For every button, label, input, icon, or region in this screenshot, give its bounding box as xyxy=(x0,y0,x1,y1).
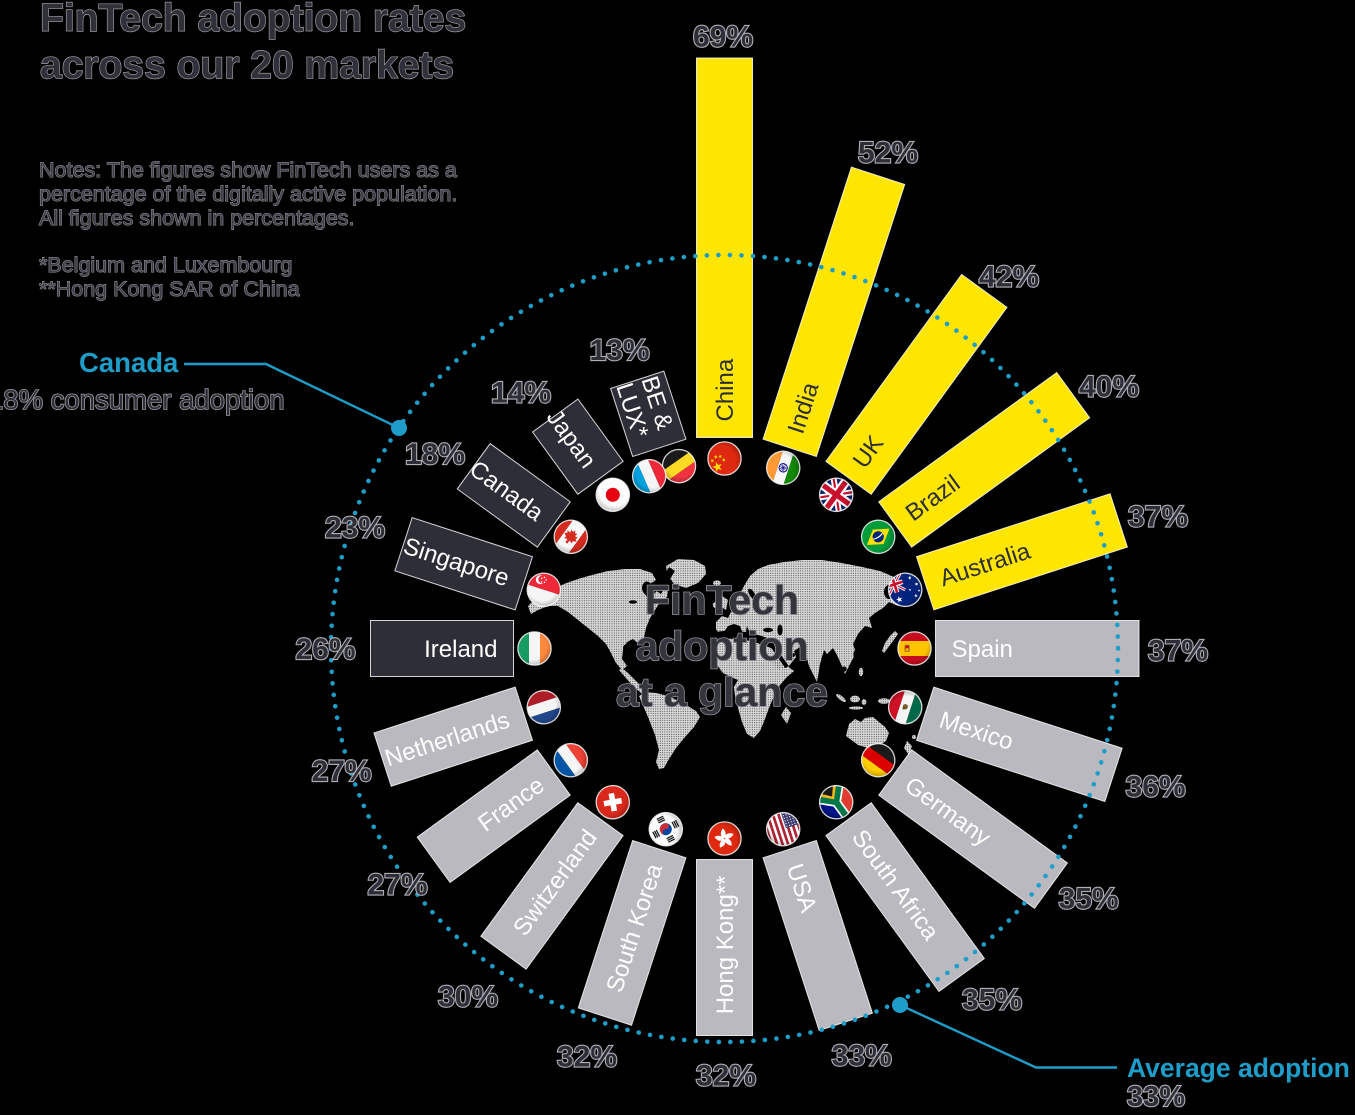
svg-text:32%: 32% xyxy=(696,1060,756,1093)
svg-text:*Belgium and Luxembourg: *Belgium and Luxembourg xyxy=(39,253,292,277)
svg-text:FinTech adoption rates: FinTech adoption rates xyxy=(40,0,466,40)
svg-text:Ireland: Ireland xyxy=(424,636,497,663)
svg-text:27%: 27% xyxy=(312,755,372,788)
svg-text:18% consumer adoption: 18% consumer adoption xyxy=(0,384,285,415)
svg-text:37%: 37% xyxy=(1128,501,1188,534)
svg-text:33%: 33% xyxy=(832,1040,892,1073)
svg-text:adoption: adoption xyxy=(635,623,808,669)
svg-text:69%: 69% xyxy=(693,21,753,54)
svg-text:35%: 35% xyxy=(1059,883,1119,916)
svg-text:14%: 14% xyxy=(491,377,551,410)
svg-text:at a glance: at a glance xyxy=(616,669,828,715)
svg-text:27%: 27% xyxy=(367,869,427,902)
svg-text:33%: 33% xyxy=(1127,1081,1185,1110)
svg-text:Canada: Canada xyxy=(79,347,179,378)
svg-text:37%: 37% xyxy=(1148,635,1208,668)
svg-text:**Hong Kong SAR of China: **Hong Kong SAR of China xyxy=(39,277,300,301)
svg-text:42%: 42% xyxy=(979,261,1039,294)
svg-text:Spain: Spain xyxy=(952,636,1013,663)
svg-text:26%: 26% xyxy=(295,633,355,666)
svg-text:China: China xyxy=(712,358,739,421)
svg-text:Hong Kong**: Hong Kong** xyxy=(712,876,739,1015)
svg-text:52%: 52% xyxy=(858,137,918,170)
svg-text:Notes: The figures show FinTec: Notes: The figures show FinTech users as… xyxy=(39,158,457,182)
svg-text:across our 20 markets: across our 20 markets xyxy=(40,44,454,87)
svg-text:FinTech: FinTech xyxy=(645,577,799,623)
svg-text:35%: 35% xyxy=(962,984,1022,1017)
svg-text:32%: 32% xyxy=(557,1041,617,1074)
svg-text:36%: 36% xyxy=(1126,771,1186,804)
svg-text:percentage of the digitally ac: percentage of the digitally active popul… xyxy=(39,182,457,206)
svg-text:Average adoption: Average adoption xyxy=(1127,1053,1350,1083)
svg-text:23%: 23% xyxy=(325,512,385,545)
svg-text:All figures shown in percentag: All figures shown in percentages. xyxy=(39,206,355,230)
svg-text:18%: 18% xyxy=(405,438,465,471)
svg-text:40%: 40% xyxy=(1079,371,1139,404)
svg-text:13%: 13% xyxy=(589,334,649,367)
svg-text:30%: 30% xyxy=(438,981,498,1014)
